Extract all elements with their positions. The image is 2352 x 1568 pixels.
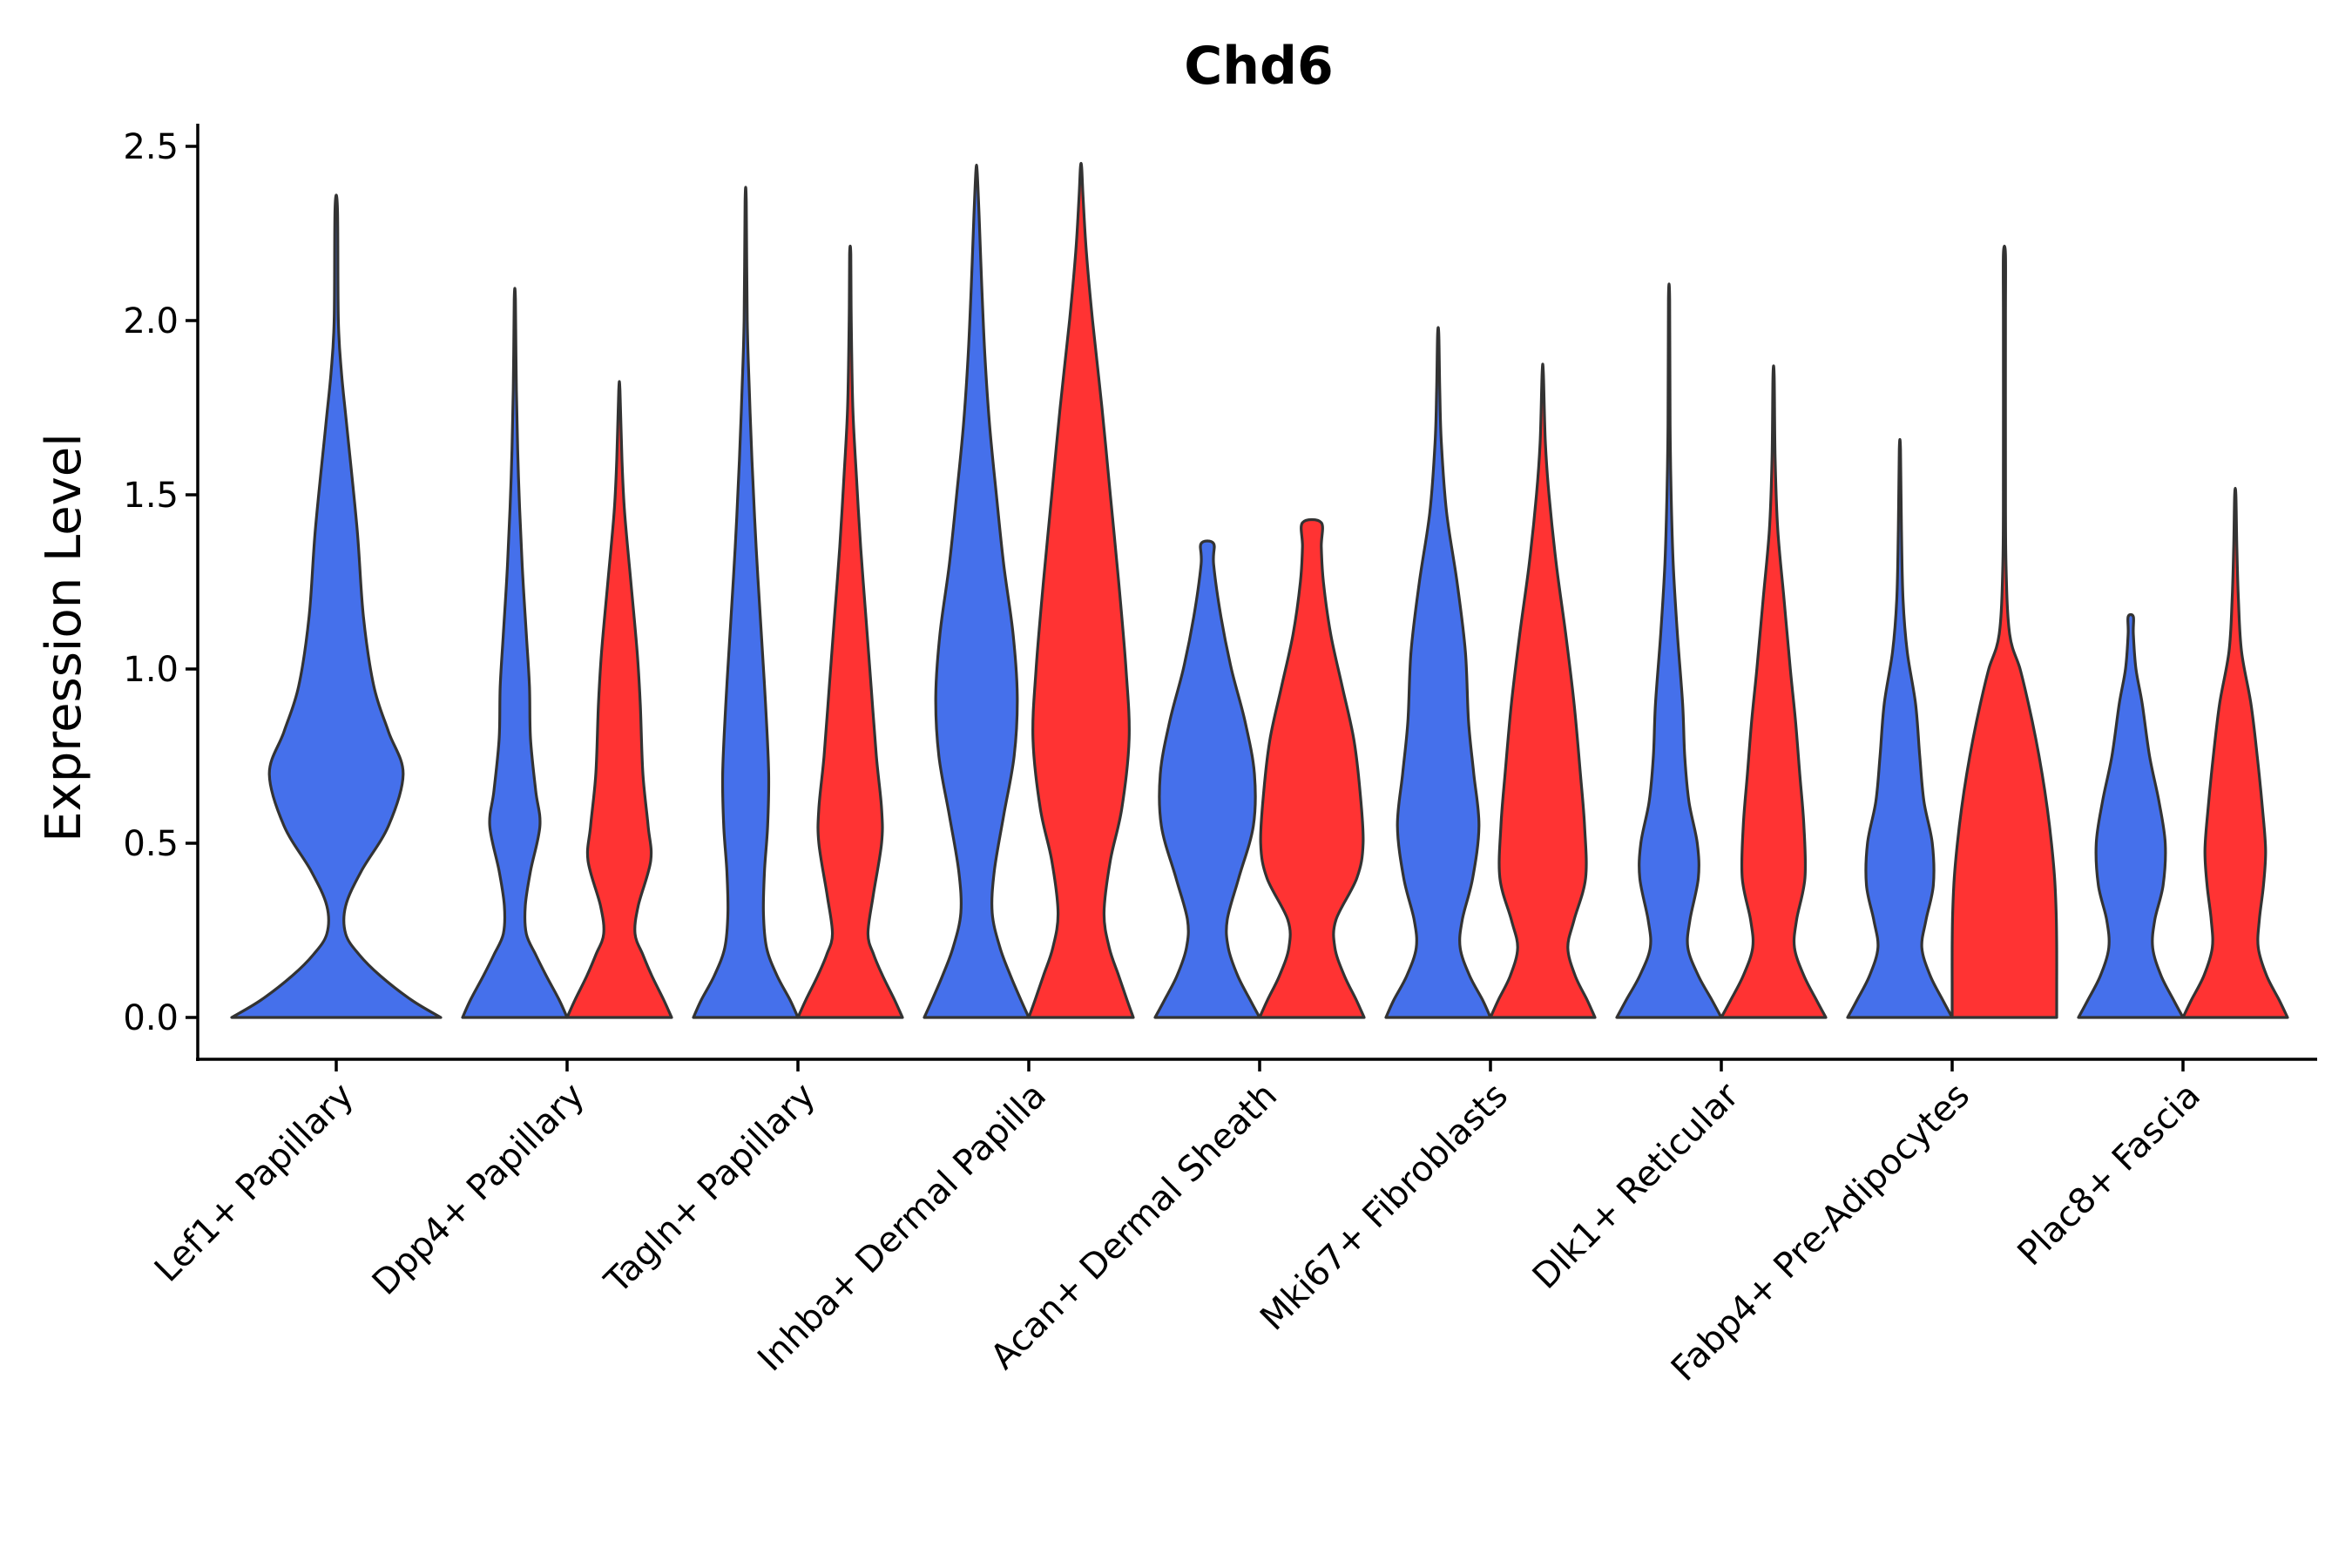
axes-layer [196,124,2317,1061]
violin-group_1 [923,163,1031,1019]
violin-group_2 [1027,161,1135,1019]
violin-group_1 [692,186,800,1019]
y-tick-label: 1.0 [123,650,179,690]
x-tick-label: Lef1+ Papillary [147,1076,362,1290]
violin-group_1 [1615,282,1723,1019]
x-tick-label: Dlk1+ Reticular [1525,1075,1747,1297]
violin-group_1 [1384,326,1492,1019]
x-tick-label: Plac8+ Fascia [2011,1076,2209,1274]
y-tick-label: 0.0 [123,998,179,1038]
y-tick-label: 0.5 [123,824,179,864]
violin-group_1 [1153,539,1261,1019]
y-ticks-layer: 0.0 0.5 1.0 1.5 2.0 2.5 [123,127,198,1038]
violin-group_1 [2077,612,2185,1019]
y-tick-label: 2.5 [123,127,179,167]
violin-group_2 [796,244,904,1019]
violin-group_2 [1720,364,1828,1019]
violin-group_1 [230,193,443,1019]
x-tick-label: Dpp4+ Papillary [365,1076,592,1303]
violin-group_2 [2181,486,2289,1019]
violin-group_2 [1489,362,1597,1019]
violin-group_2 [1950,244,2058,1019]
x-tick-label: Mki67+ Fibroblasts [1253,1076,1516,1339]
violin-group_1 [461,287,569,1019]
violin-group_2 [565,380,673,1019]
chart-title: Chd6 [1184,36,1333,97]
y-tick-label: 2.0 [123,301,179,341]
y-tick-label: 1.5 [123,476,179,516]
x-ticks-layer: Lef1+ Papillary Dpp4+ Papillary Tagln+ Pap… [147,1059,2208,1389]
y-axis-label: Expression Level [36,433,92,842]
violins-layer [230,161,2289,1019]
violin-group_1 [1846,437,1954,1019]
x-tick-label: Tagln+ Papillary [597,1076,823,1302]
violin-group_2 [1258,517,1366,1019]
